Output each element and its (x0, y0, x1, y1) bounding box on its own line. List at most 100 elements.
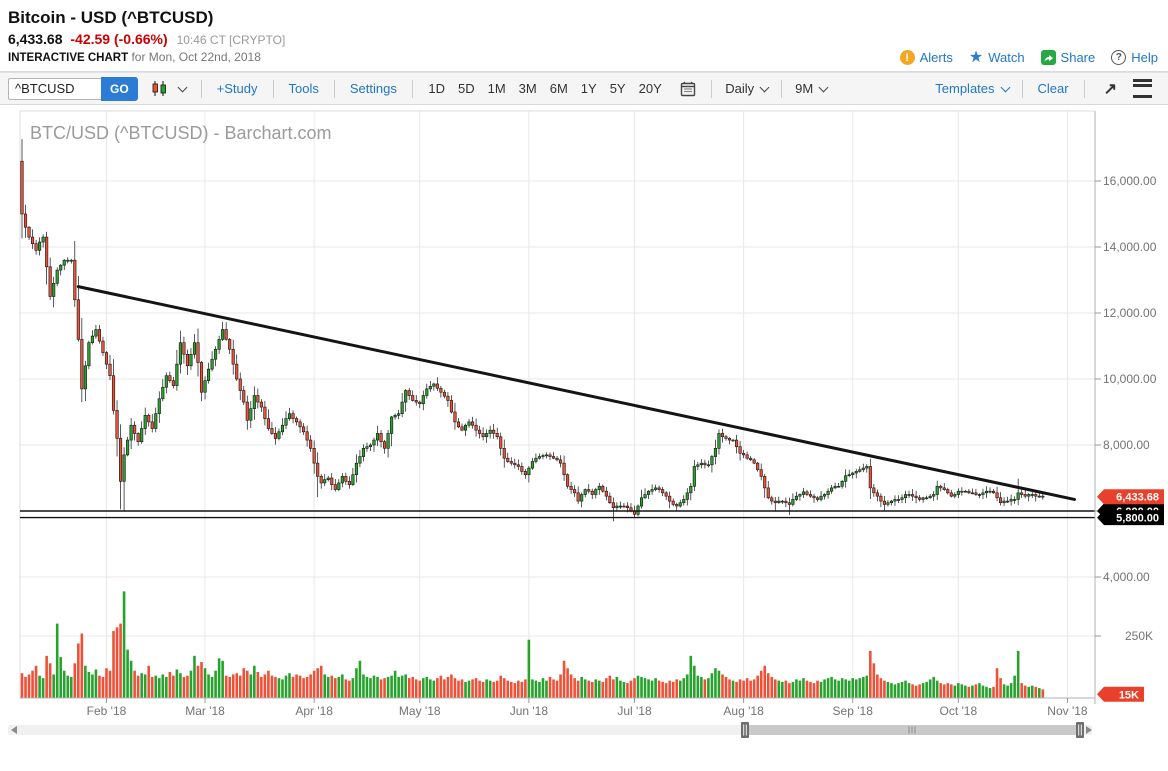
price-change: -42.59 (-0.66%) (70, 31, 168, 47)
chart-axes: 16,000.00 14,000.00 12,000.00 10,000.00 8,00… (20, 111, 1157, 718)
menu-icon[interactable] (1133, 79, 1152, 98)
add-study-button[interactable]: +Study (216, 81, 258, 96)
star-icon: ★ (968, 49, 984, 66)
last-price: 6,433.68 (8, 31, 63, 47)
header-divider (0, 71, 1168, 72)
help-icon: ? (1111, 50, 1127, 65)
scrollbar-left-handle[interactable] (741, 722, 749, 738)
x-axis-label: Nov '18 (1047, 704, 1088, 718)
volume-bars[interactable] (20, 591, 1045, 698)
toolbar-separator (272, 79, 274, 98)
y-axis-label: 8,000.00 (1103, 438, 1150, 452)
scrollbar-left-arrow[interactable] (11, 726, 17, 734)
go-button[interactable]: GO (101, 76, 138, 101)
share-icon (1040, 50, 1056, 65)
range-1m[interactable]: 1M (487, 81, 506, 96)
y-axis-label: 4,000.00 (1103, 570, 1150, 584)
period-dropdown[interactable]: 9M (795, 81, 829, 96)
candlestick-icon (152, 81, 166, 96)
range-5d[interactable]: 5D (457, 81, 475, 96)
chart-gridlines (19, 110, 1096, 699)
toolbar-separator (333, 79, 335, 98)
quote-time: 10:46 CT [CRYPTO] (176, 33, 286, 47)
price-row: 6,433.68 -42.59 (-0.66%) 10:46 CT [CRYPT… (8, 31, 1160, 47)
svg-text:15K: 15K (1119, 689, 1139, 701)
toolbar-separator (1021, 79, 1023, 98)
calendar-button[interactable] (680, 81, 696, 97)
templates-dropdown[interactable]: Templates (935, 81, 1010, 96)
subtitle-row: INTERACTIVE CHART for Mon, Oct 22nd, 201… (8, 50, 1160, 71)
chevron-down-icon (818, 82, 829, 93)
chevron-down-icon (759, 82, 770, 93)
range-1d[interactable]: 1D (428, 81, 445, 96)
chart-watermark: BTC/USD (^BTCUSD) - Barchart.com (30, 123, 331, 143)
help-link[interactable]: ? Help (1111, 50, 1158, 65)
range-20y[interactable]: 20Y (638, 81, 662, 96)
expand-chart-icon[interactable]: ↗ (1103, 80, 1117, 98)
x-axis-label: Feb '18 (87, 704, 127, 718)
chevron-down-icon (1000, 82, 1010, 93)
chart-scrollbar[interactable] (8, 722, 1092, 738)
range-1y[interactable]: 1Y (580, 81, 597, 96)
svg-text:BTC/USD (^BTCUSD) - Barchart.c: BTC/USD (^BTCUSD) - Barchart.com (30, 123, 331, 143)
alerts-label: Alerts (919, 50, 953, 65)
last-volume-badge (1097, 686, 1144, 702)
watch-label: Watch (988, 50, 1025, 65)
interactive-chart[interactable]: BTC/USD (^BTCUSD) - Barchart.com16,000.0… (0, 105, 1168, 745)
volume-axis-label: 250K (1125, 629, 1153, 643)
support-price-badge (1097, 510, 1164, 526)
toolbar-separator (781, 79, 783, 98)
alert-icon: ! (899, 50, 915, 65)
y-axis-label: 14,000.00 (1103, 240, 1157, 254)
x-axis-label: Aug '18 (723, 704, 764, 718)
share-link[interactable]: Share (1040, 50, 1096, 65)
page-title: Bitcoin - USD (^BTCUSD) (8, 8, 214, 27)
scrollbar-right-handle[interactable] (1076, 722, 1084, 738)
help-label: Help (1131, 50, 1158, 65)
x-axis-label: May '18 (399, 704, 441, 718)
header-links: ! Alerts ★ Watch Share ? Help (899, 49, 1158, 66)
settings-button[interactable]: Settings (349, 81, 397, 96)
calendar-icon (681, 81, 696, 96)
quote-header: Bitcoin - USD (^BTCUSD) 6,433.68 -42.59 … (0, 0, 1168, 71)
x-axis-label: Mar '18 (185, 704, 225, 718)
watch-link[interactable]: ★ Watch (968, 49, 1025, 66)
drawn-overlays[interactable] (20, 285, 1095, 519)
period-label: 9M (795, 81, 814, 96)
chart-toolbar: GO +Study Tools Settings 1D 5D 1M 3M 6M … (0, 72, 1168, 105)
range-5y[interactable]: 5Y (609, 81, 626, 96)
clear-button[interactable]: Clear (1037, 81, 1069, 96)
share-label: Share (1060, 50, 1096, 65)
toolbar-separator (711, 79, 713, 98)
svg-text:5,800.00: 5,800.00 (1116, 513, 1159, 525)
last-price-badge (1097, 489, 1164, 505)
x-axis-label: Apr '18 (295, 704, 333, 718)
toolbar-separator (200, 79, 202, 98)
interactive-chart-label: INTERACTIVE CHART (8, 52, 129, 64)
templates-label: Templates (935, 81, 995, 96)
tools-button[interactable]: Tools (288, 81, 319, 96)
svg-text:6,433.68: 6,433.68 (1116, 492, 1159, 504)
toolbar-separator (1083, 79, 1085, 98)
frequency-dropdown[interactable]: Daily (725, 81, 770, 96)
x-axis-label: Oct '18 (939, 704, 977, 718)
trendline (76, 285, 1076, 501)
chevron-down-icon (177, 82, 188, 93)
frequency-label: Daily (725, 81, 755, 96)
x-axis-label: Sep '18 (833, 704, 874, 718)
y-axis-label: 16,000.00 (1103, 174, 1157, 188)
toolbar-separator (411, 79, 413, 98)
range-6m[interactable]: 6M (549, 81, 568, 96)
range-3m[interactable]: 3M (518, 81, 537, 96)
x-axis-label: Jul '18 (617, 704, 652, 718)
alerts-link[interactable]: ! Alerts (899, 50, 953, 65)
symbol-input[interactable] (8, 77, 101, 100)
chart-type-dropdown[interactable] (150, 80, 188, 97)
quote-date: for Mon, Oct 22nd, 2018 (128, 50, 261, 64)
y-axis-label: 10,000.00 (1103, 372, 1157, 386)
scrollbar-right-arrow[interactable] (1086, 726, 1092, 734)
y-axis-label: 12,000.00 (1103, 306, 1157, 320)
candlestick-series[interactable] (20, 139, 1045, 522)
x-axis-label: Jun '18 (510, 704, 549, 718)
